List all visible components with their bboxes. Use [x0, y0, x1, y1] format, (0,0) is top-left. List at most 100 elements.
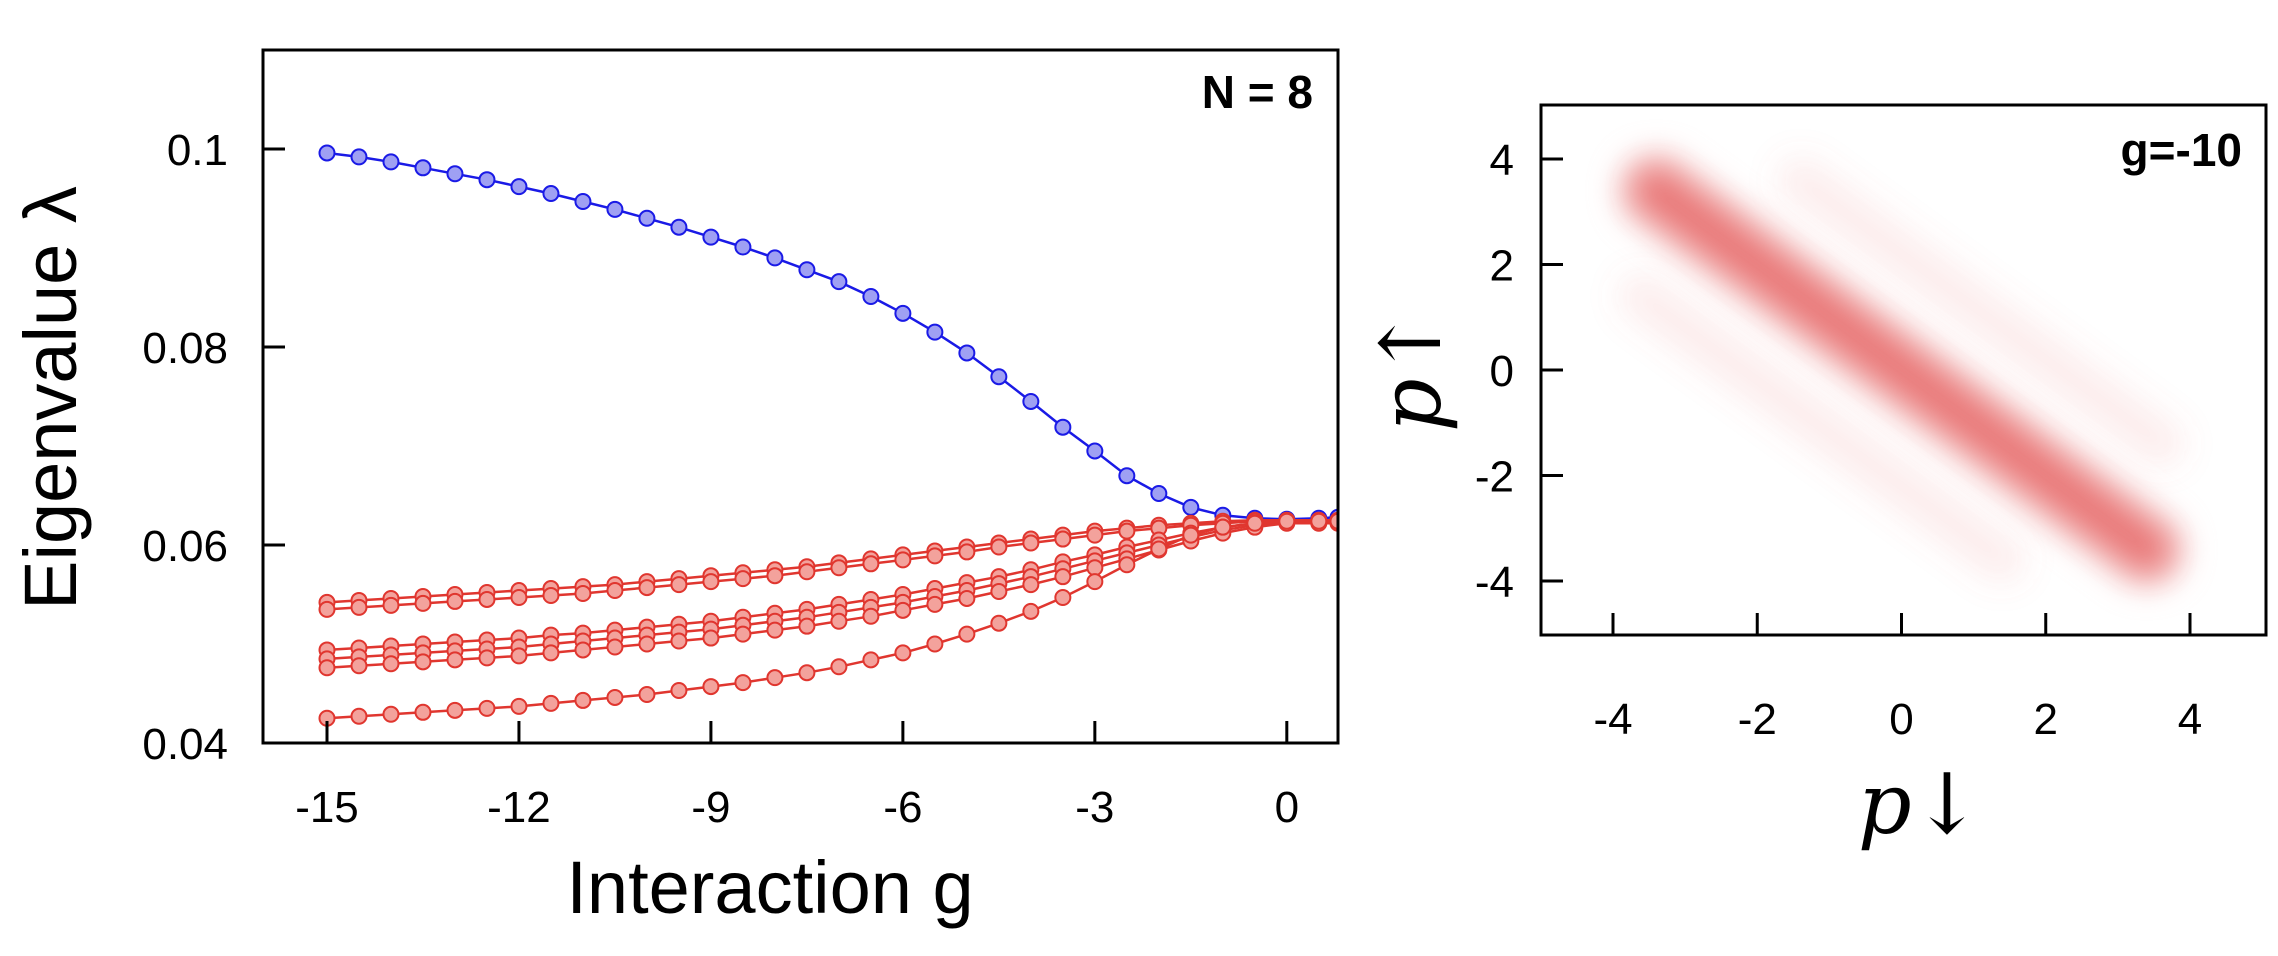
y-tick-label: 0: [1490, 347, 1514, 396]
data-point: [350, 707, 368, 725]
data-point: [638, 635, 656, 653]
left-series-layer: [318, 144, 1338, 727]
data-point: [830, 612, 848, 630]
data-point: [670, 632, 688, 650]
data-point: [446, 651, 464, 669]
data-point: [606, 638, 624, 656]
data-point: [318, 659, 336, 677]
data-point: [1022, 602, 1040, 620]
data-point: [414, 653, 432, 671]
data-point: [606, 688, 624, 706]
left-panel-label: N = 8: [1202, 66, 1313, 118]
data-point: [446, 701, 464, 719]
data-point: [670, 682, 688, 700]
data-point: [1329, 512, 1338, 530]
x-tick-label: 4: [2178, 695, 2202, 744]
data-point: [414, 703, 432, 721]
data-point: [830, 658, 848, 676]
left-x-axis-title: Interaction g: [566, 846, 973, 929]
data-point: [1182, 526, 1200, 544]
data-point: [350, 657, 368, 675]
left-y-axis-title: Eigenvalue λ: [9, 186, 92, 610]
data-point: [574, 192, 592, 210]
data-point: [798, 664, 816, 682]
data-point: [1054, 588, 1072, 606]
series-line: [326, 151, 1338, 521]
faint-band-2: [1777, 157, 2185, 467]
y-tick-label: 0.04: [142, 720, 228, 769]
data-point: [318, 600, 336, 618]
data-point: [862, 288, 880, 306]
data-point: [542, 644, 560, 662]
y-tick-label: 0.1: [167, 126, 228, 175]
data-point: [382, 655, 400, 673]
data-point: [478, 171, 496, 189]
data-point: [478, 590, 496, 608]
data-point: [1054, 530, 1072, 548]
y-tick-label: 0.08: [142, 324, 228, 373]
data-point: [510, 588, 528, 606]
data-point: [510, 178, 528, 196]
data-point: [766, 249, 784, 267]
data-point: [638, 685, 656, 703]
data-point: [1022, 392, 1040, 410]
data-point: [830, 559, 848, 577]
data-point: [1086, 559, 1104, 577]
data-point: [702, 228, 720, 246]
data-point: [414, 159, 432, 177]
data-point: [606, 582, 624, 600]
data-point: [862, 555, 880, 573]
data-point: [958, 344, 976, 362]
data-point: [1086, 526, 1104, 544]
data-point: [382, 153, 400, 171]
data-point: [1054, 418, 1072, 436]
x-tick-label: -15: [295, 783, 359, 832]
right-panel-label: g=-10: [2121, 124, 2242, 176]
data-point: [1214, 518, 1232, 536]
x-tick-label: 0: [1275, 783, 1299, 832]
data-point: [894, 644, 912, 662]
data-point: [830, 273, 848, 291]
x-tick-label: -12: [487, 783, 551, 832]
data-point: [766, 567, 784, 585]
data-point: [1150, 485, 1168, 503]
data-point: [862, 651, 880, 669]
left-y-ticks: 0.04 0.06 0.08 0.1: [142, 126, 285, 769]
data-point: [638, 209, 656, 227]
y-tick-label: 2: [1490, 242, 1514, 291]
right-y-ticks: -4 -2 0 2 4: [1475, 136, 1563, 607]
data-point: [766, 669, 784, 687]
data-point: [990, 538, 1008, 556]
data-point: [926, 547, 944, 565]
data-point: [926, 595, 944, 613]
data-point: [1310, 512, 1328, 530]
data-point: [798, 563, 816, 581]
data-point: [958, 589, 976, 607]
data-point: [862, 607, 880, 625]
faint-band-1: [1618, 273, 2026, 583]
data-point: [1118, 467, 1136, 485]
data-point: [734, 674, 752, 692]
data-point: [894, 551, 912, 569]
y-tick-label: -4: [1475, 558, 1514, 607]
data-point: [894, 304, 912, 322]
data-point: [414, 594, 432, 612]
data-point: [478, 699, 496, 717]
data-point: [1086, 442, 1104, 460]
x-tick-label: -4: [1593, 695, 1632, 744]
x-tick-label: -2: [1738, 695, 1777, 744]
data-point: [734, 570, 752, 588]
data-point: [638, 579, 656, 597]
data-point: [510, 697, 528, 715]
data-point: [542, 586, 560, 604]
data-point: [1278, 512, 1296, 530]
data-point: [990, 614, 1008, 632]
y-tick-label: -2: [1475, 453, 1514, 502]
data-point: [606, 200, 624, 218]
x-tick-label: -6: [883, 783, 922, 832]
data-point: [990, 368, 1008, 386]
data-point: [670, 218, 688, 236]
main-band-core: [1636, 170, 2167, 570]
right-chart: -4 -2 0 2 4 -4 -2 0 2 4 g=-10 p↓ p↑: [1362, 103, 2268, 853]
